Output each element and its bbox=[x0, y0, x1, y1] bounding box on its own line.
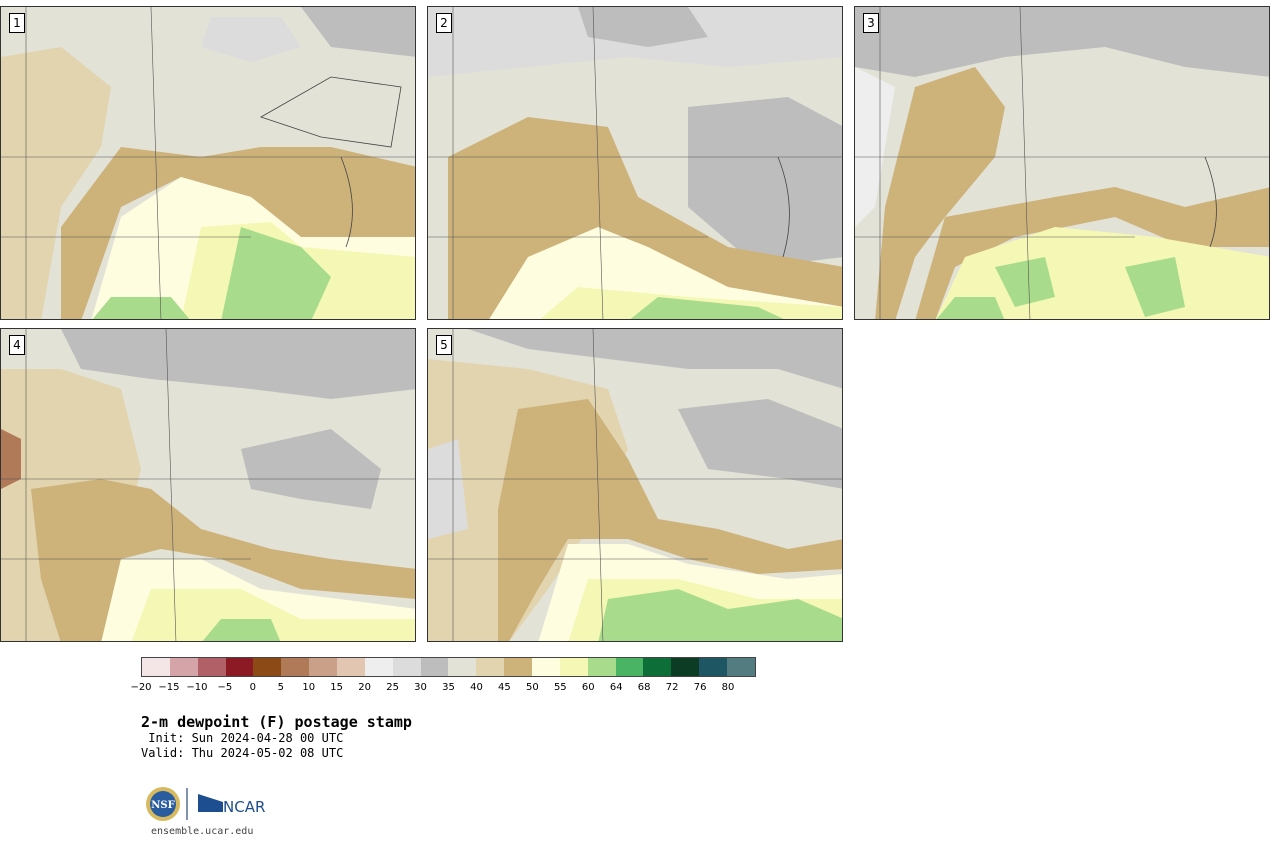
colorbar-segment bbox=[253, 658, 282, 676]
logos: NSF NCAR bbox=[145, 786, 275, 822]
colorbar-segment bbox=[197, 658, 226, 676]
colorbar-tick-label: −15 bbox=[158, 682, 180, 693]
colorbar-tick-label: 64 bbox=[609, 682, 623, 693]
dewpoint-map-1 bbox=[1, 7, 415, 319]
panel-number-2: 2 bbox=[436, 13, 452, 33]
colorbar-segment bbox=[364, 658, 393, 676]
colorbar-segment bbox=[727, 658, 755, 676]
colorbar-segment bbox=[643, 658, 672, 676]
colorbar-tick-label: −20 bbox=[130, 682, 152, 693]
map-panel-2: 2 bbox=[427, 6, 843, 320]
init-time: Init: Sun 2024-04-28 00 UTC bbox=[141, 731, 344, 745]
colorbar-tick-label: 80 bbox=[721, 682, 735, 693]
colorbar-tick-label: −10 bbox=[186, 682, 208, 693]
dewpoint-map-4 bbox=[1, 329, 415, 641]
panel-number-3: 3 bbox=[863, 13, 879, 33]
colorbar-segment bbox=[142, 658, 170, 676]
colorbar-tick-label: 10 bbox=[302, 682, 316, 693]
colorbar bbox=[141, 657, 756, 677]
map-panel-5: 5 bbox=[427, 328, 843, 642]
colorbar-tick-label: 60 bbox=[581, 682, 595, 693]
colorbar-ticks: −20 −15 −10 −5 0 5 10 15 20 25 30 35 40 45 50 55 60 64 68 7… bbox=[130, 682, 756, 696]
colorbar-segment bbox=[281, 658, 310, 676]
colorbar-tick-label: 68 bbox=[637, 682, 651, 693]
colorbar-segment bbox=[225, 658, 254, 676]
colorbar-tick-label: 55 bbox=[553, 682, 567, 693]
ncar-logo-text: NCAR bbox=[223, 798, 265, 816]
colorbar-segment bbox=[420, 658, 449, 676]
site-url: ensemble.ucar.edu bbox=[151, 826, 254, 837]
colorbar-segment bbox=[392, 658, 421, 676]
colorbar-tick-label: 30 bbox=[414, 682, 427, 693]
panel-number-5: 5 bbox=[436, 335, 452, 355]
ncar-logo-icon: NCAR bbox=[198, 794, 265, 816]
chart-title: 2-m dewpoint (F) postage stamp bbox=[141, 713, 412, 731]
colorbar-segment bbox=[337, 658, 365, 676]
dewpoint-map-2 bbox=[428, 7, 842, 319]
colorbar-segment bbox=[615, 658, 644, 676]
map-panel-3: 3 bbox=[854, 6, 1270, 320]
colorbar-tick-label: 40 bbox=[470, 682, 483, 693]
colorbar-segment bbox=[699, 658, 728, 676]
colorbar-tick-label: 0 bbox=[249, 682, 256, 693]
colorbar-tick-label: 72 bbox=[665, 682, 679, 693]
colorbar-segment bbox=[532, 658, 560, 676]
colorbar-segment bbox=[504, 658, 533, 676]
dewpoint-map-3 bbox=[855, 7, 1269, 319]
colorbar-tick-label: 35 bbox=[442, 682, 455, 693]
colorbar-segment bbox=[309, 658, 338, 676]
colorbar-tick-label: 20 bbox=[358, 682, 371, 693]
panel-number-4: 4 bbox=[9, 335, 25, 355]
dewpoint-map-5 bbox=[428, 329, 842, 641]
colorbar-segment bbox=[587, 658, 616, 676]
colorbar-segment bbox=[169, 658, 198, 676]
panel-number-1: 1 bbox=[9, 13, 25, 33]
colorbar-segment bbox=[476, 658, 505, 676]
colorbar-tick-label: 25 bbox=[386, 682, 399, 693]
colorbar-tick-label: 5 bbox=[277, 682, 284, 693]
nsf-logo-icon: NSF bbox=[146, 787, 180, 821]
nsf-logo-text: NSF bbox=[151, 800, 174, 811]
colorbar-tick-label: 45 bbox=[498, 682, 511, 693]
colorbar-tick-label: 76 bbox=[693, 682, 707, 693]
colorbar-tick-label: −5 bbox=[217, 682, 233, 693]
map-panel-1: 1 bbox=[0, 6, 416, 320]
colorbar-tick-label: 15 bbox=[330, 682, 344, 693]
colorbar-tick-label: 50 bbox=[525, 682, 539, 693]
colorbar-segment bbox=[448, 658, 477, 676]
nsf-ncar-logo: NSF NCAR bbox=[146, 787, 265, 821]
colorbar-segment bbox=[671, 658, 700, 676]
valid-time: Valid: Thu 2024-05-02 08 UTC bbox=[141, 746, 344, 760]
colorbar-segment bbox=[559, 658, 588, 676]
map-panel-4: 4 bbox=[0, 328, 416, 642]
